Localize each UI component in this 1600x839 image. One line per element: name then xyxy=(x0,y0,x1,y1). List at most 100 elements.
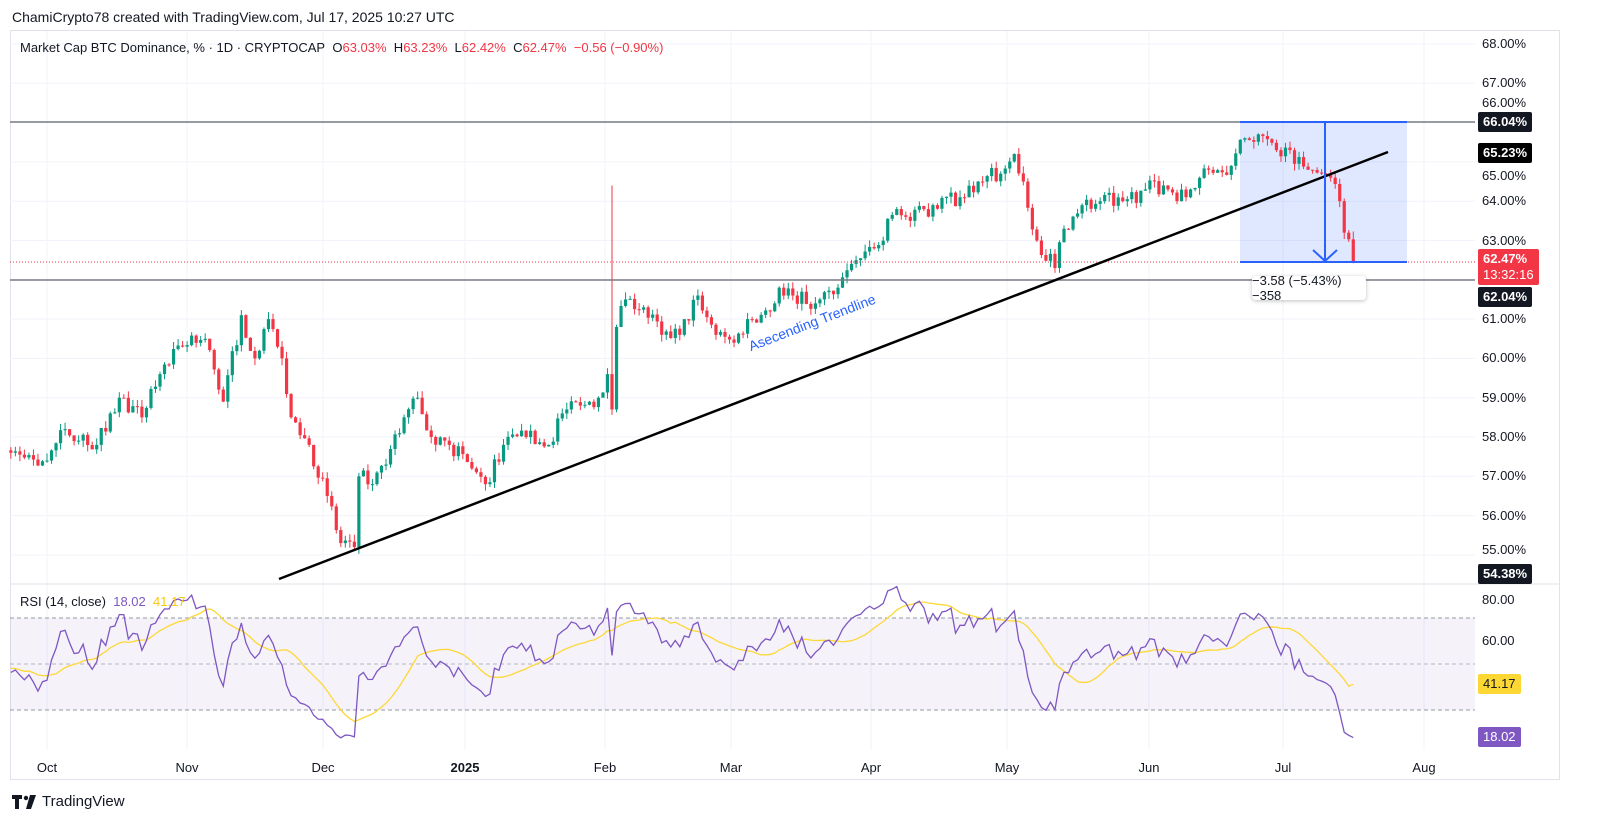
candle-body xyxy=(1234,153,1238,166)
candle-body xyxy=(755,319,759,323)
candle-body xyxy=(348,540,352,542)
candle-body xyxy=(465,454,469,462)
last-price: 62.47% xyxy=(1483,251,1528,266)
candle-body xyxy=(583,404,587,406)
candle-body xyxy=(474,468,478,473)
close-label: C xyxy=(513,40,523,55)
candle-body xyxy=(384,464,388,466)
candle-body xyxy=(642,307,646,310)
rsi-tag: 18.02 xyxy=(1478,727,1521,747)
price-axis-label: 55.00% xyxy=(1482,542,1527,557)
last-price-tag: 62.47% 13:32:16 xyxy=(1478,249,1539,285)
candle-body xyxy=(379,465,384,473)
candle-body xyxy=(1175,192,1179,202)
candle-body xyxy=(162,364,167,375)
candles xyxy=(9,130,1355,554)
symbol-legend: Market Cap BTC Dominance, % · 1D · CRYPT… xyxy=(20,40,663,55)
candle-body xyxy=(1243,138,1247,140)
candle-body xyxy=(108,413,112,432)
close-value: 62.47% xyxy=(522,40,567,55)
candle-body xyxy=(714,324,718,335)
candle-body xyxy=(488,482,492,485)
candle-body xyxy=(303,435,307,439)
candle-body xyxy=(551,441,555,445)
high-label: H xyxy=(393,40,404,55)
candle-body xyxy=(479,472,483,477)
candle-body xyxy=(515,434,519,437)
candle-body xyxy=(1261,134,1265,137)
candle-body xyxy=(782,287,786,296)
candle-body xyxy=(836,287,840,295)
candle-body xyxy=(1003,168,1007,174)
candle-body xyxy=(944,196,949,198)
tradingview-logo[interactable]: TradingView xyxy=(12,793,125,810)
candle-body xyxy=(72,435,76,442)
candle-body xyxy=(596,397,601,408)
candle-body xyxy=(958,197,962,207)
candle-body xyxy=(700,295,704,311)
candle-body xyxy=(257,350,262,359)
candle-body xyxy=(1320,172,1324,174)
candle-body xyxy=(58,430,63,444)
candle-body xyxy=(800,291,804,304)
candle-body xyxy=(1347,232,1351,240)
candle-body xyxy=(1256,134,1260,142)
candle-body xyxy=(587,401,591,405)
rsi-ma-value: 41.17 xyxy=(153,594,186,609)
candle-body xyxy=(655,314,659,322)
candle-body xyxy=(601,392,605,398)
candle-body xyxy=(298,422,302,436)
candle-body xyxy=(813,303,817,309)
time-axis-label: Jul xyxy=(1274,760,1292,775)
bar-countdown: 13:32:16 xyxy=(1483,267,1534,282)
candle-body xyxy=(574,401,578,403)
candle-body xyxy=(411,398,415,410)
rsi-ma-tag: 41.17 xyxy=(1478,674,1521,694)
candle-body xyxy=(759,314,763,323)
candle-body xyxy=(664,331,668,335)
candle-body xyxy=(931,205,935,217)
candle-body xyxy=(633,298,637,310)
candle-body xyxy=(1188,189,1193,198)
price-axis-label: 59.00% xyxy=(1482,389,1527,405)
candle-body xyxy=(375,472,379,485)
candle-body xyxy=(1220,170,1224,173)
candle-body xyxy=(529,430,533,437)
candle-body xyxy=(203,338,207,340)
candle-body xyxy=(1297,156,1301,164)
candle-body xyxy=(461,446,465,455)
candle-body xyxy=(90,445,94,450)
candle-body xyxy=(678,328,682,335)
candle-body xyxy=(696,295,700,300)
time-axis-label: Jun xyxy=(1138,760,1160,775)
candle-body xyxy=(1026,181,1030,208)
candle-body xyxy=(343,540,347,544)
candle-body xyxy=(13,451,17,453)
candle-body xyxy=(877,245,881,249)
candle-body xyxy=(1288,147,1292,151)
candle-body xyxy=(723,331,727,337)
candle-body xyxy=(9,450,13,453)
symbol-title: Market Cap BTC Dominance, % · 1D · CRYPT… xyxy=(20,40,326,55)
candle-body xyxy=(953,192,958,207)
measure-label: −3.58 (−5.43%) −358 xyxy=(1252,273,1366,303)
candle-body xyxy=(45,460,49,462)
candle-body xyxy=(1338,183,1342,202)
candle-body xyxy=(199,339,203,343)
candle-body xyxy=(1008,161,1012,169)
candle-body xyxy=(859,258,863,261)
candle-body xyxy=(1062,228,1066,243)
candle-body xyxy=(434,437,438,445)
candle-body xyxy=(1044,255,1048,261)
open-label: O xyxy=(332,40,343,55)
candle-body xyxy=(388,448,393,465)
candle-body xyxy=(1306,166,1310,170)
candle-body xyxy=(27,455,31,458)
time-axis-label: Aug xyxy=(1412,760,1436,775)
time-axis-label: Dec xyxy=(311,760,335,775)
candle-body xyxy=(804,291,808,304)
rsi-legend: RSI (14, close) 18.02 41.17 xyxy=(20,594,186,609)
candle-body xyxy=(1324,173,1328,176)
candle-body xyxy=(18,451,22,455)
